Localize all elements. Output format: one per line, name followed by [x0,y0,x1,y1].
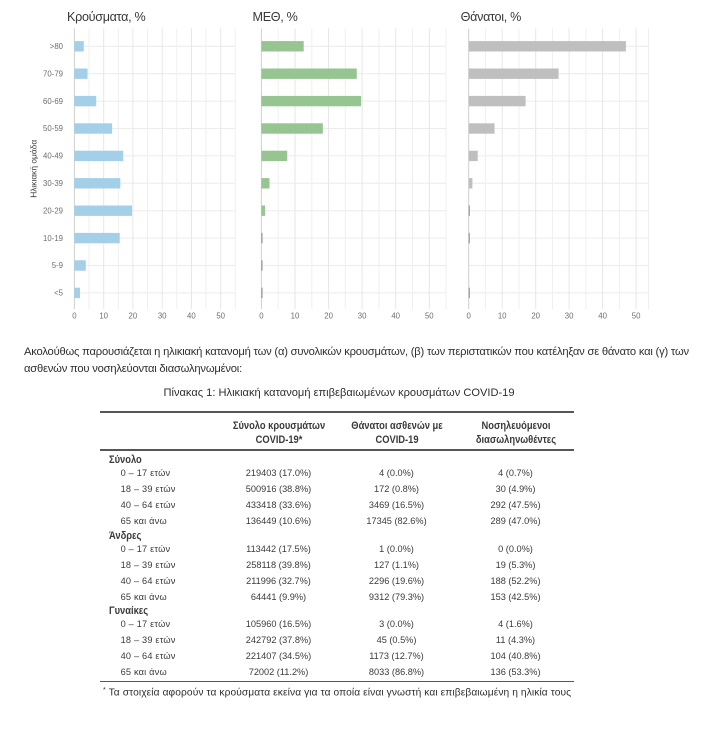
svg-text:70-79: 70-79 [43,69,63,78]
svg-text:ΜΕΘ, %: ΜΕΘ, % [253,10,298,24]
svg-text:0: 0 [72,312,77,321]
svg-text:40-49: 40-49 [43,152,63,161]
svg-text:Θάνατοι, %: Θάνατοι, % [461,10,522,24]
svg-text:10: 10 [99,312,108,321]
svg-text:60-69: 60-69 [43,97,63,106]
svg-text:30: 30 [565,312,574,321]
svg-text:0: 0 [259,312,264,321]
svg-text:50: 50 [216,312,225,321]
svg-text:30-39: 30-39 [43,179,63,188]
svg-text:40: 40 [391,312,400,321]
svg-text:30: 30 [158,312,167,321]
svg-text:10: 10 [291,312,300,321]
svg-text:5-9: 5-9 [52,261,63,270]
svg-text:40: 40 [187,312,196,321]
svg-text:10-19: 10-19 [43,234,63,243]
svg-text:>80: >80 [50,42,64,51]
svg-text:30: 30 [358,312,367,321]
svg-text:20: 20 [531,312,540,321]
svg-text:<5: <5 [54,289,64,298]
svg-text:50-59: 50-59 [43,124,63,133]
svg-text:20-29: 20-29 [43,206,63,215]
svg-text:10: 10 [498,312,507,321]
svg-text:50: 50 [425,312,434,321]
svg-text:Ηλικιακή ομάδα: Ηλικιακή ομάδα [28,140,38,198]
svg-text:20: 20 [129,312,138,321]
svg-text:50: 50 [632,312,641,321]
svg-text:20: 20 [324,312,333,321]
svg-text:0: 0 [467,312,472,321]
svg-text:40: 40 [598,312,607,321]
svg-text:Κρούσματα, %: Κρούσματα, % [67,10,146,24]
